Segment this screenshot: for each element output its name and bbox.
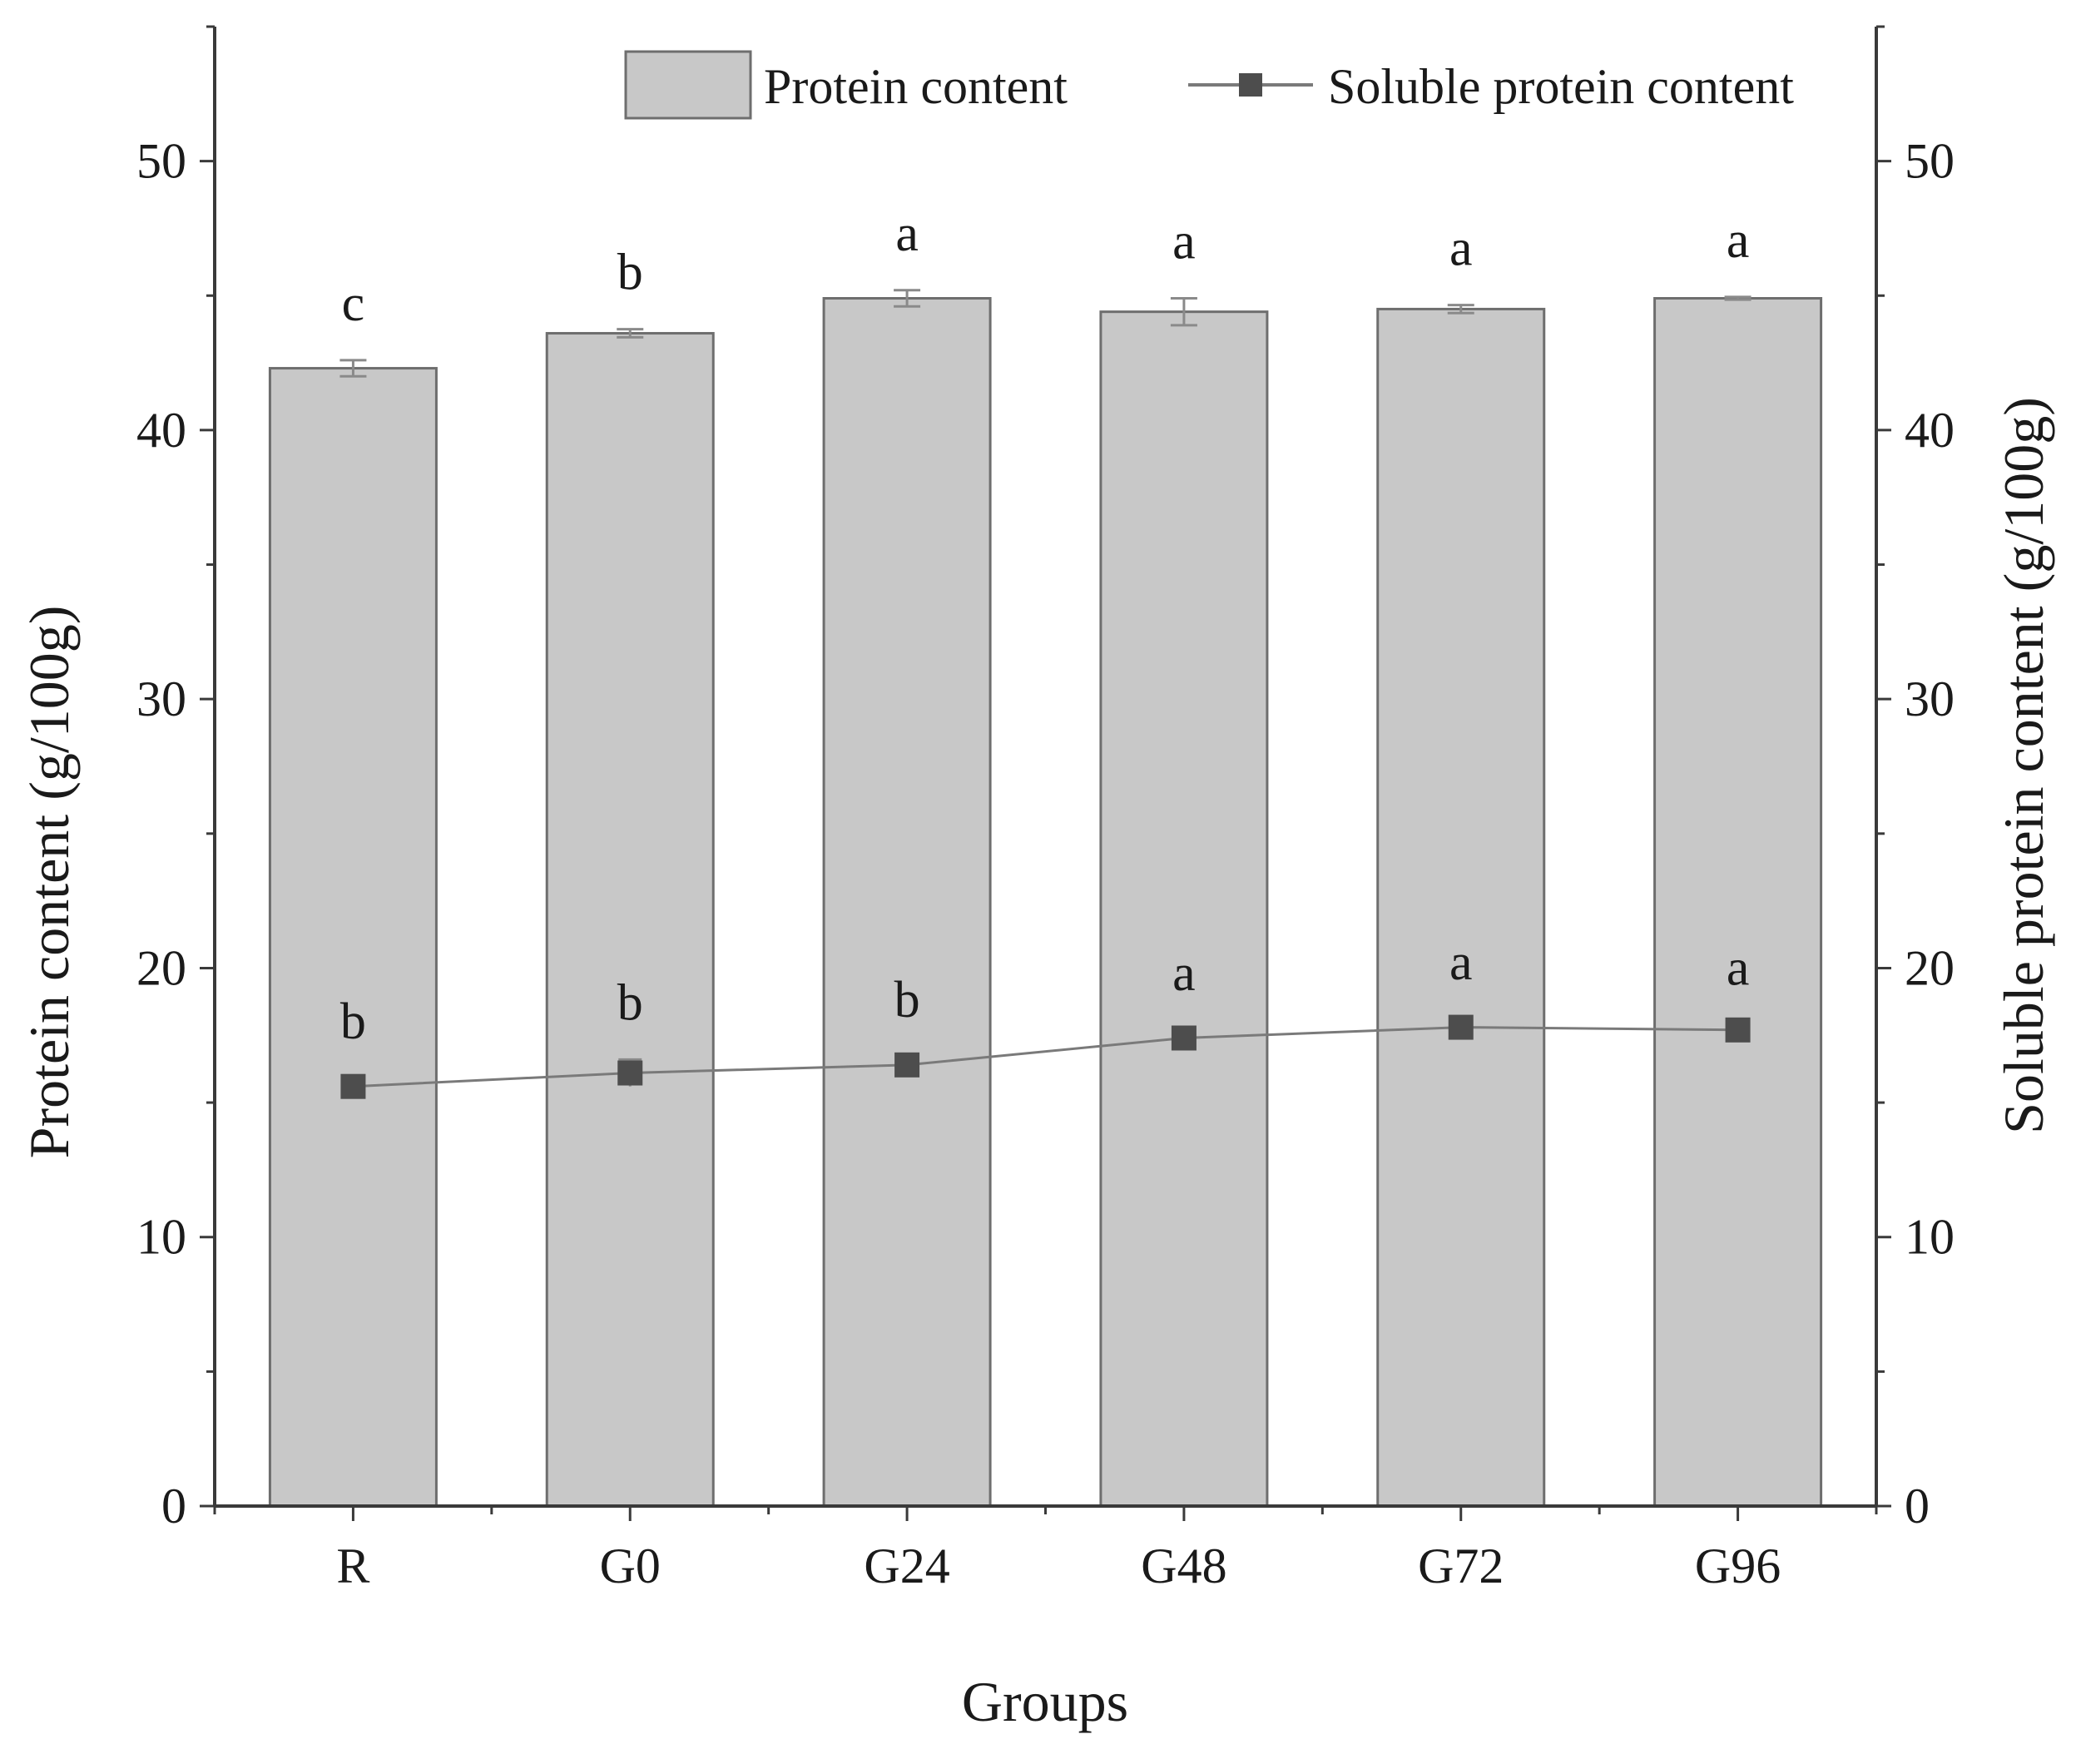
bar-G72 [1376,307,1546,1508]
bar-letter-G96: a [1727,212,1750,269]
bar-G0 [545,332,715,1508]
y-left-tick-label-40: 40 [136,403,186,458]
x-tick-label-G48: G48 [1141,1539,1226,1593]
legend-line-label: Soluble protein content [1328,59,1794,114]
x-tick-label-G72: G72 [1418,1539,1504,1593]
x-tick-label-G0: G0 [600,1539,661,1593]
bar-R [268,367,438,1508]
line-point-G24 [894,1052,920,1078]
x-tick-label-G24: G24 [864,1539,949,1593]
line-letter-G96: a [1727,939,1750,996]
line-series [340,1014,1751,1099]
significance-letters: c b a a a a b b b a a a [340,206,1749,1050]
y-left-tick-label-50: 50 [136,134,186,189]
axes: 0 0 10 10 20 20 30 30 40 40 50 50 R G0 G24 G48 G72 G96 [136,25,1955,1593]
legend-bar-label: Protein content [764,59,1068,114]
y-right-tick-label-0: 0 [1905,1479,1930,1534]
bar-letter-G24: a [895,206,919,262]
bar-series [268,297,1823,1508]
bar-letter-G0: b [617,245,643,301]
y-right-tick-label-50: 50 [1905,134,1955,189]
y-right-tick-label-10: 10 [1905,1210,1955,1265]
x-tick-label-G96: G96 [1695,1539,1781,1593]
line-point-G72 [1448,1014,1474,1040]
y-right-tick-label-20: 20 [1905,940,1955,995]
line-letter-G24: b [894,972,920,1028]
legend-line-marker [1239,73,1262,97]
y-left-tick-label-0: 0 [161,1479,186,1534]
line-letter-G48: a [1172,945,1196,1002]
y-axis-right-title: Soluble protein content (g/100g) [1992,397,2055,1134]
y-left-tick-label-20: 20 [136,940,186,995]
bar-letter-R: c [342,275,365,332]
bar-letter-G72: a [1449,220,1473,277]
y-right-tick-label-40: 40 [1905,403,1955,458]
x-axis-title: Groups [962,1670,1128,1733]
line-letter-R: b [340,993,366,1050]
y-right-tick-label-30: 30 [1905,671,1955,726]
line-point-G48 [1171,1025,1197,1051]
error-bars [339,289,1751,378]
line-point-R [340,1073,366,1099]
line-letter-G72: a [1449,934,1473,991]
bar-letter-G48: a [1172,214,1196,270]
y-left-tick-label-10: 10 [136,1210,186,1265]
bar-G48 [1099,310,1269,1508]
x-tick-label-R: R [336,1539,369,1593]
soluble-protein-line [353,1026,1738,1088]
line-point-G96 [1725,1017,1751,1043]
y-left-tick-label-30: 30 [136,671,186,726]
legend-bar-swatch [624,50,752,120]
line-letter-G0: b [617,974,643,1031]
legend: Protein content Soluble protein content [624,50,1794,120]
y-axis-left-title: Protein content (g/100g) [17,606,81,1159]
line-point-G0 [617,1060,643,1086]
bar-G96 [1653,297,1823,1508]
bar-G24 [822,297,992,1508]
